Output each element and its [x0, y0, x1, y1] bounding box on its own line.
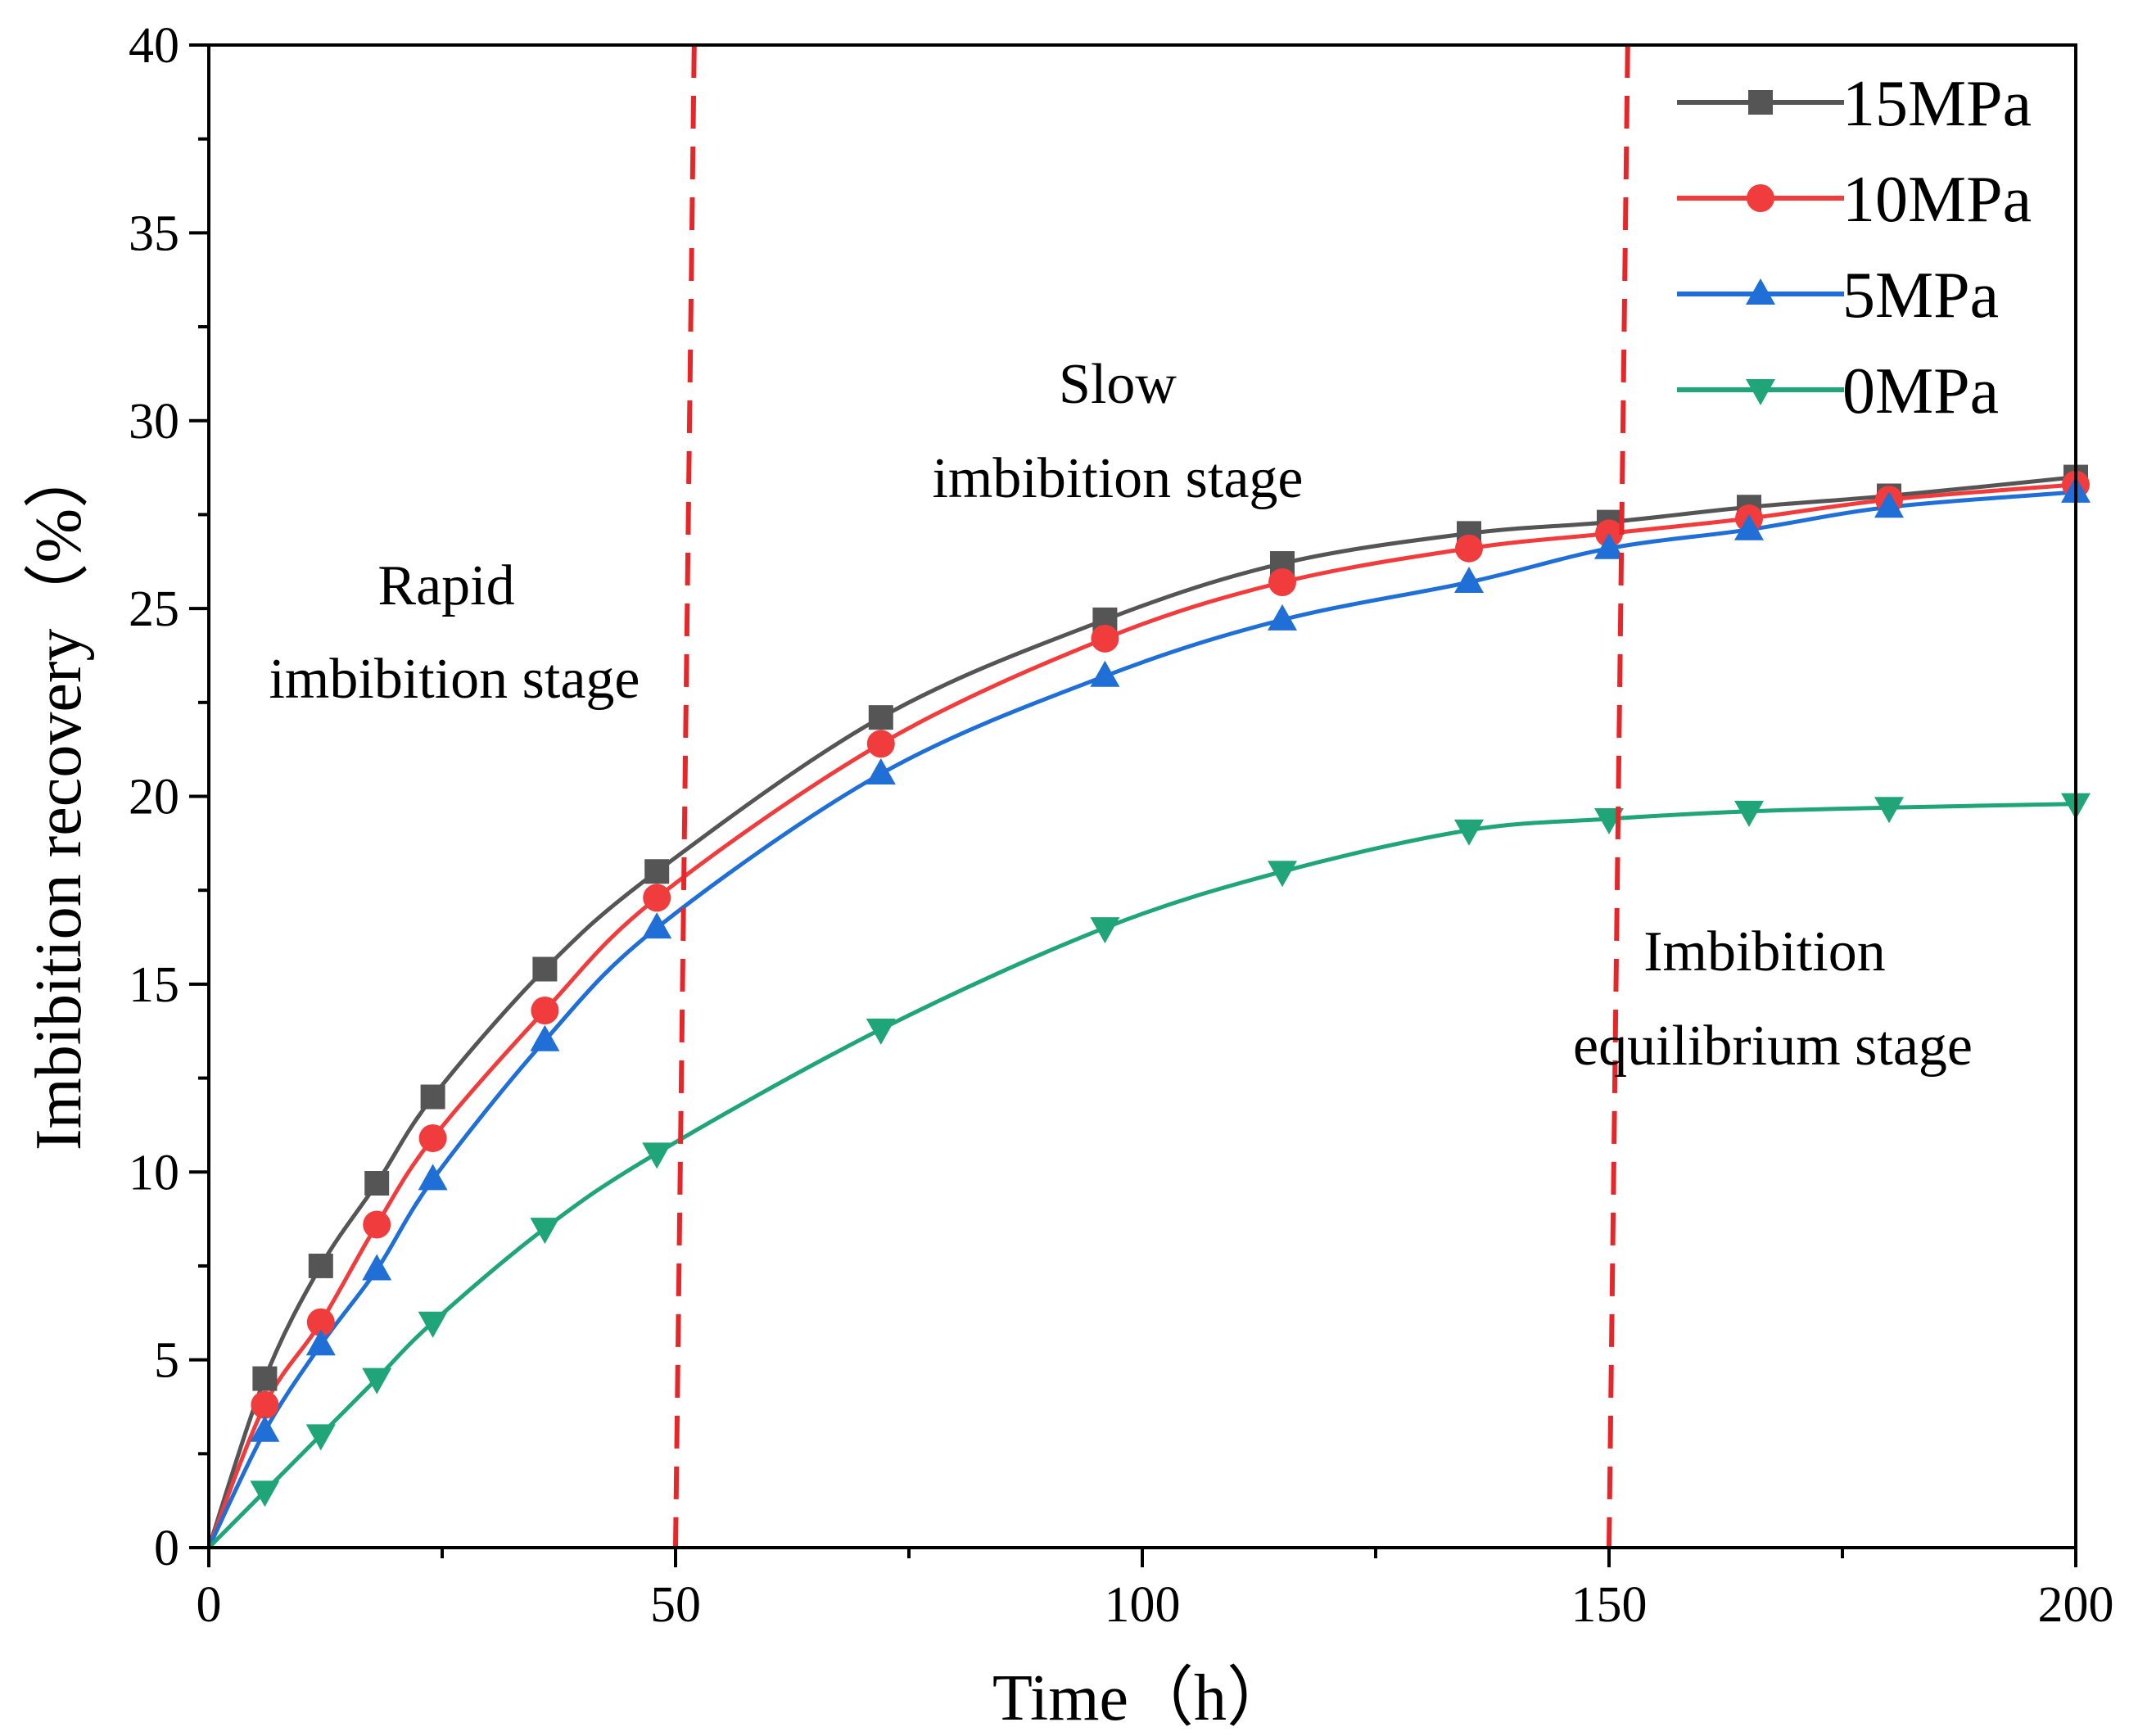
legend-marker — [1747, 184, 1774, 212]
data-point-5MPa-165 — [1734, 513, 1764, 540]
data-point-15MPa-18 — [364, 1171, 390, 1196]
data-point-10MPa-72 — [866, 730, 895, 758]
series-line-10MPa — [206, 482, 2077, 1548]
plot-markers — [250, 464, 2091, 1508]
y-tick-label: 25 — [129, 581, 179, 637]
data-point-10MPa-12 — [306, 1308, 335, 1336]
legend-item-0MPa: 0MPa — [1677, 355, 1999, 427]
legend-label: 15MPa — [1842, 68, 2032, 140]
data-point-0MPa-72 — [866, 1018, 896, 1045]
data-point-5MPa-12 — [305, 1329, 336, 1356]
annotation-rapid-line1: Rapid — [377, 554, 514, 617]
data-point-5MPa-6 — [250, 1415, 280, 1442]
x-axis-title: Time（h） — [992, 1662, 1292, 1734]
data-point-10MPa-96 — [1091, 624, 1119, 653]
y-tick-label: 10 — [129, 1145, 179, 1200]
data-point-10MPa-36 — [531, 996, 559, 1024]
data-point-10MPa-135 — [1455, 534, 1483, 563]
data-point-10MPa-6 — [251, 1390, 279, 1419]
data-point-5MPa-135 — [1454, 567, 1484, 594]
axes: 0 50 100 150 200 0 5 10 15 20 25 30 35 40 — [129, 18, 2114, 1633]
series-line-15MPa — [206, 475, 2077, 1548]
legend-marker — [1748, 90, 1773, 115]
data-point-5MPa-24 — [418, 1164, 448, 1191]
y-tick-label: 15 — [129, 957, 179, 1013]
data-point-15MPa-72 — [868, 705, 893, 730]
data-point-0MPa-18 — [362, 1368, 392, 1395]
x-tick-label: 0 — [197, 1577, 222, 1633]
y-tick-label: 5 — [154, 1333, 179, 1389]
data-point-0MPa-12 — [305, 1424, 336, 1451]
y-tick-label: 20 — [129, 770, 179, 825]
legend-item-10MPa: 10MPa — [1677, 164, 2032, 236]
data-point-5MPa-180 — [1874, 491, 1904, 518]
x-tick-label: 200 — [2038, 1577, 2114, 1633]
y-tick-label: 0 — [154, 1521, 179, 1576]
data-point-0MPa-6 — [250, 1481, 280, 1508]
data-point-5MPa-150 — [1594, 532, 1624, 559]
annotation-slow-line1: Slow — [1059, 353, 1177, 416]
data-point-15MPa-6 — [252, 1366, 278, 1391]
annotation-equilibrium-line2: equilibrium stage — [1573, 1015, 1973, 1078]
legend-label: 0MPa — [1842, 355, 1999, 427]
legend-marker — [1746, 278, 1775, 305]
annotation-rapid-line2: imbibition stage — [269, 648, 640, 711]
data-point-0MPa-115 — [1268, 861, 1297, 888]
legend-label: 10MPa — [1842, 164, 2032, 236]
data-point-5MPa-72 — [866, 757, 896, 784]
legend-item-15MPa: 15MPa — [1677, 68, 2032, 140]
data-point-15MPa-12 — [308, 1253, 333, 1278]
y-axis-title: Imbibition recovery（%） — [23, 443, 95, 1151]
data-point-10MPa-115 — [1268, 568, 1296, 597]
annotation-slow-line2: imbibition stage — [932, 447, 1303, 510]
x-tick-label: 150 — [1571, 1577, 1648, 1633]
data-point-5MPa-96 — [1090, 660, 1120, 687]
series-line-5MPa — [206, 490, 2077, 1549]
data-point-0MPa-36 — [530, 1218, 560, 1245]
x-tick-label: 100 — [1105, 1577, 1181, 1633]
legend: 15MPa 10MPa 5MPa 0MPa — [1677, 68, 2032, 427]
legend-label: 5MPa — [1842, 260, 1999, 332]
y-tick-label: 40 — [129, 18, 179, 74]
x-tick-label: 50 — [650, 1577, 701, 1633]
data-point-0MPa-165 — [1734, 800, 1764, 827]
data-point-10MPa-24 — [418, 1123, 447, 1152]
legend-item-5MPa: 5MPa — [1677, 260, 1999, 332]
data-point-0MPa-135 — [1454, 819, 1484, 846]
data-point-0MPa-48 — [642, 1142, 672, 1169]
data-point-5MPa-18 — [362, 1254, 392, 1281]
data-point-10MPa-48 — [643, 884, 671, 912]
data-point-0MPa-24 — [418, 1311, 448, 1338]
data-point-5MPa-36 — [530, 1024, 560, 1051]
data-point-0MPa-96 — [1090, 917, 1120, 944]
data-point-5MPa-115 — [1268, 604, 1297, 631]
data-point-15MPa-48 — [644, 859, 670, 884]
data-point-15MPa-36 — [532, 956, 558, 982]
data-point-10MPa-18 — [363, 1210, 391, 1239]
data-point-0MPa-180 — [1874, 797, 1904, 824]
data-point-15MPa-24 — [420, 1084, 445, 1110]
annotation-equilibrium-line1: Imbibition — [1643, 920, 1886, 983]
legend-marker — [1746, 379, 1775, 405]
data-point-5MPa-48 — [642, 912, 672, 939]
y-tick-label: 35 — [129, 206, 179, 261]
y-tick-label: 30 — [129, 394, 179, 450]
